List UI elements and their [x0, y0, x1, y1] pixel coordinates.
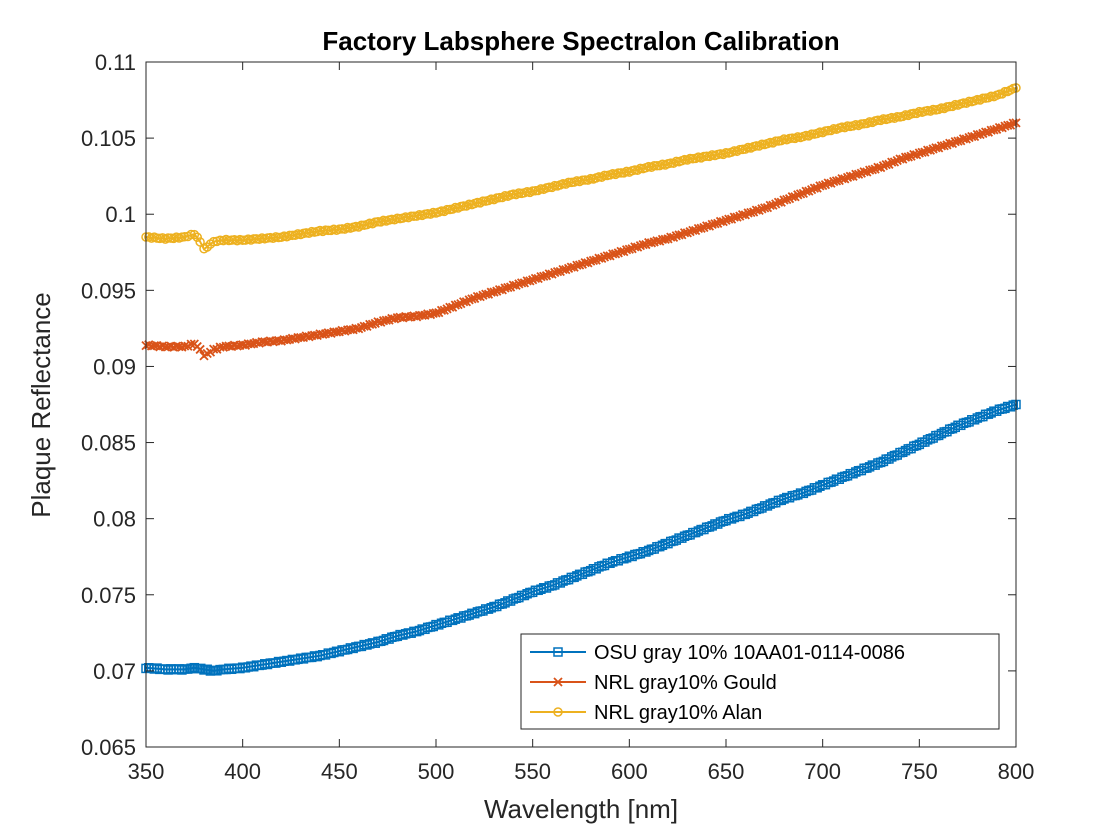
x-tick-label: 800: [998, 759, 1035, 784]
y-tick-label: 0.065: [81, 735, 136, 760]
y-tick-label: 0.1: [105, 202, 136, 227]
y-tick-label: 0.105: [81, 126, 136, 151]
series-line: [145, 86, 1017, 251]
legend-entry: NRL gray10% Gould: [530, 672, 777, 694]
x-tick-label: 700: [804, 759, 841, 784]
y-axis: 0.065 0.07 0.075 0.08 0.085 0.09 0.095 0.1 0.105…: [81, 50, 1016, 760]
series-nrl-gray10-gould: [141, 118, 1021, 361]
x-tick-label: 750: [901, 759, 938, 784]
legend-label: NRL gray10% Alan: [594, 702, 762, 724]
x-tick-label: 500: [418, 759, 455, 784]
y-tick-label: 0.07: [93, 659, 136, 684]
y-tick-label: 0.085: [81, 431, 136, 456]
data-point: [195, 237, 205, 247]
x-axis-label: Wavelength [nm]: [484, 794, 678, 824]
legend-marker: [553, 707, 563, 717]
series-layer: [141, 83, 1021, 676]
y-axis-label: Plaque Reflectance: [26, 292, 56, 517]
legend-box: [520, 633, 1000, 730]
y-tick-label: 0.09: [93, 354, 136, 379]
y-tick-label: 0.08: [93, 507, 136, 532]
legend-label: OSU gray 10% 10AA01-0114-0086: [594, 642, 905, 664]
series-osu-gray-10-10aa01-0114-0086: [141, 399, 1021, 676]
x-tick-label: 350: [128, 759, 165, 784]
series-nrl-gray10-alan: [141, 83, 1021, 254]
y-tick-label: 0.095: [81, 278, 136, 303]
series-line: [145, 121, 1017, 358]
legend-label: NRL gray10% Gould: [594, 672, 777, 694]
x-tick-label: 600: [611, 759, 648, 784]
chart-title: Factory Labsphere Spectralon Calibration: [322, 26, 839, 56]
x-tick-label: 400: [224, 759, 261, 784]
legend-entry: OSU gray 10% 10AA01-0114-0086: [530, 642, 905, 664]
legend-marker: [553, 677, 563, 687]
data-point: [997, 89, 1007, 99]
legend-entry: NRL gray10% Alan: [530, 702, 762, 724]
data-point: [192, 232, 202, 243]
y-tick-label: 0.075: [81, 583, 136, 608]
x-tick-label: 650: [708, 759, 745, 784]
legend-marker: [553, 647, 563, 657]
plot-frame: [145, 61, 1017, 748]
y-tick-label: 0.11: [95, 50, 136, 75]
series-line: [145, 403, 1017, 672]
x-tick-label: 450: [321, 759, 358, 784]
legend: OSU gray 10% 10AA01-0114-0086 NRL gray10%…: [520, 633, 1000, 730]
x-axis: 350 400 450 500 550 600 650 700 750 800: [128, 62, 1035, 784]
x-tick-label: 550: [514, 759, 551, 784]
